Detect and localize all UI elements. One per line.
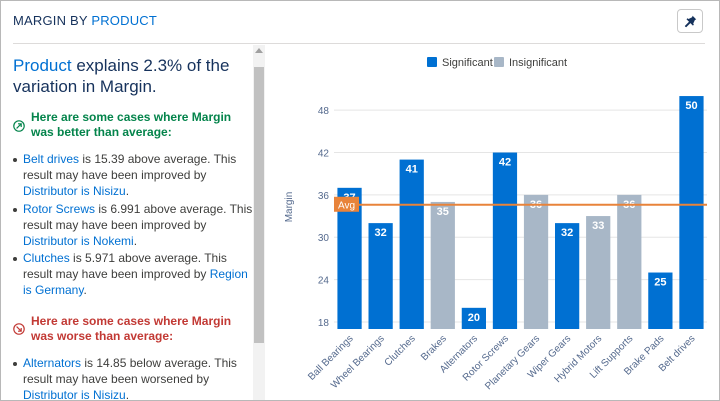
y-tick-label: 24: [318, 276, 330, 287]
bar-clutches[interactable]: [399, 159, 424, 329]
bar-wiper-gears[interactable]: [555, 223, 580, 329]
data-label: 35: [437, 206, 449, 218]
driver-link[interactable]: Distributor is Nokemi: [23, 234, 134, 248]
data-label: 32: [561, 227, 573, 239]
average-label: Avg: [338, 200, 355, 211]
trend-down-circle-icon: [13, 323, 25, 335]
bar-brake-pads[interactable]: [648, 272, 673, 329]
bar-belt-drives[interactable]: [679, 96, 704, 329]
card-header: MARGIN BY PRODUCT: [1, 1, 719, 44]
y-tick-label: 48: [318, 106, 330, 117]
bar-wheel-bearings[interactable]: [368, 223, 393, 329]
data-label: 41: [406, 164, 418, 176]
average-badge: [334, 196, 359, 212]
list-item: Belt drives is 15.39 above average. This…: [13, 151, 255, 199]
legend-swatch-significant: [427, 57, 437, 67]
headline-text: explains 2.3% of the variation in Margin…: [13, 56, 230, 96]
margin-by-product-chart: Significant Insignificant Margin 18 24 30 3…: [284, 57, 707, 392]
scrollbar-thumb[interactable]: [254, 67, 264, 343]
x-tick-label: Wheel Bearings: [329, 333, 387, 391]
x-tick-label: Planetary Gears: [483, 333, 542, 392]
bar-rotor-screws[interactable]: [492, 152, 518, 329]
list-item: Rotor Screws is 6.991 above average. Thi…: [13, 201, 255, 249]
product-link[interactable]: Rotor Screws: [23, 202, 96, 216]
x-tick-label: Clutches: [383, 333, 418, 368]
x-tick-label: Brakes: [419, 333, 449, 363]
headline-dimension-link[interactable]: Product: [13, 56, 72, 75]
chart-legend: Significant Insignificant: [427, 57, 567, 69]
insight-headline: Product explains 2.3% of the variation i…: [13, 55, 249, 97]
data-label: 50: [685, 100, 697, 112]
y-axis-label: Margin: [284, 192, 295, 223]
legend-label-significant: Significant: [442, 57, 493, 69]
data-label: 25: [654, 277, 666, 289]
trend-up-circle-icon: [13, 120, 25, 132]
pin-icon: [684, 15, 697, 28]
y-tick-label: 30: [318, 233, 330, 244]
product-link[interactable]: Belt drives: [23, 152, 80, 166]
insight-text-panel: Product explains 2.3% of the variation i…: [1, 44, 265, 400]
product-link[interactable]: Alternators: [23, 356, 82, 370]
driver-link[interactable]: Distributor is Nisizu: [23, 184, 126, 198]
data-label: 33: [592, 220, 604, 232]
bar-hybrid-motors[interactable]: [586, 216, 611, 329]
list-item: Alternators is 14.85 below average. This…: [13, 355, 255, 400]
data-label: 42: [499, 157, 511, 169]
bar-lift-supports[interactable]: [617, 194, 642, 329]
y-tick-label: 36: [318, 191, 330, 202]
legend-swatch-insignificant: [494, 57, 504, 67]
scroll-up-arrow-icon[interactable]: [255, 48, 263, 53]
bar-brakes[interactable]: [430, 201, 455, 329]
text-panel-scrollbar[interactable]: [253, 45, 265, 400]
list-item: Clutches is 5.971 above average. This re…: [13, 250, 255, 298]
pin-button[interactable]: [677, 9, 703, 33]
legend-label-insignificant: Insignificant: [509, 57, 567, 69]
bar-alternators[interactable]: [461, 307, 486, 329]
data-label: 20: [468, 312, 480, 324]
y-tick-label: 42: [318, 149, 330, 160]
card-title-prefix: MARGIN BY: [13, 13, 88, 28]
y-tick-label: 18: [318, 318, 330, 329]
product-link[interactable]: Clutches: [23, 251, 70, 265]
card-title: MARGIN BY PRODUCT: [13, 13, 157, 28]
card-title-accent[interactable]: PRODUCT: [91, 13, 158, 28]
header-divider: [13, 43, 705, 44]
better-than-average-title: Here are some cases where Margin was bet…: [31, 110, 232, 139]
driver-link[interactable]: Region is Germany: [23, 267, 248, 297]
driver-link[interactable]: Distributor is Nisizu: [23, 388, 126, 400]
bar-planetary-gears[interactable]: [523, 194, 549, 329]
worse-than-average-title: Here are some cases where Margin was wor…: [31, 314, 232, 343]
data-label: 32: [375, 227, 387, 239]
